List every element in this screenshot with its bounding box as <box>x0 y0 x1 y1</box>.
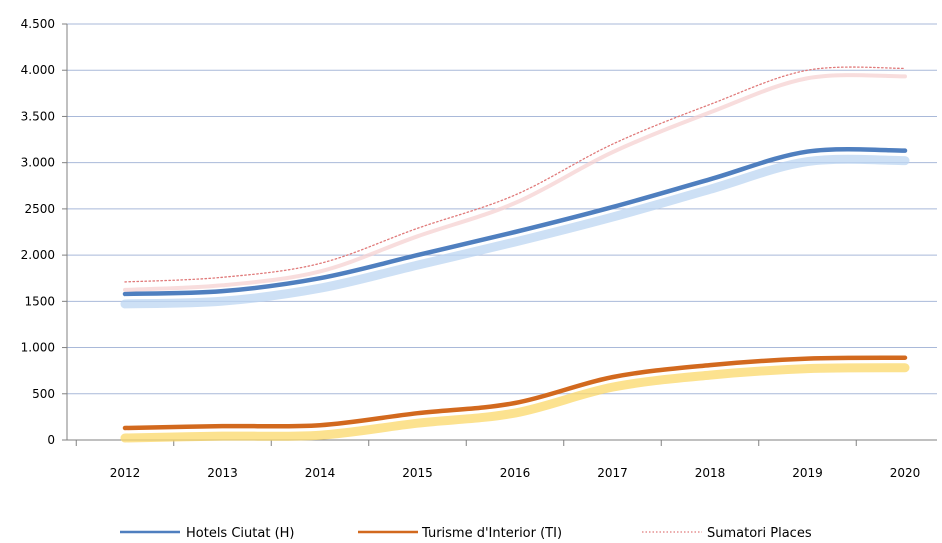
x-tick-label: 2013 <box>207 466 238 480</box>
y-tick-label: 1500 <box>24 294 55 308</box>
x-tick-label: 2017 <box>597 466 628 480</box>
grid-lines <box>62 23 937 441</box>
y-tick-label: 3.000 <box>21 156 55 170</box>
x-tick-label: 2018 <box>695 466 726 480</box>
series-shadow-sumatori-places <box>123 73 907 292</box>
x-tick-label: 2015 <box>402 466 433 480</box>
y-tick-label: 3.500 <box>21 109 55 123</box>
legend: Hotels Ciutat (H) Turisme d'Interior (TI)… <box>120 526 812 541</box>
legend-label: Turisme d'Interior (TI) <box>421 526 562 541</box>
y-tick-label: 1.000 <box>21 341 55 355</box>
legend-label: Sumatori Places <box>707 526 812 541</box>
y-tick-label: 4.500 <box>21 17 55 31</box>
x-tick-labels: 2012 2013 2014 2015 2016 2017 2018 2019 2020 <box>110 466 921 480</box>
legend-label: Hotels Ciutat (H) <box>186 526 294 541</box>
x-tick-label: 2016 <box>500 466 531 480</box>
series-shadow-hotels-ciutat-h <box>120 154 910 309</box>
x-tick-label: 2014 <box>305 466 336 480</box>
series-line-hotels-ciutat-h <box>122 146 908 297</box>
y-tick-label: 2.000 <box>21 248 55 262</box>
y-tick-labels: 0 500 1.000 1500 2.000 2500 3.000 3.500 4.000 4.5… <box>21 17 55 447</box>
series-line-turisme-d-interior-ti <box>122 355 908 431</box>
y-tick-label: 500 <box>32 387 55 401</box>
y-tick-label: 0 <box>47 433 55 447</box>
x-tick-label: 2020 <box>890 466 921 480</box>
y-tick-label: 2500 <box>24 202 55 216</box>
x-tick-label: 2019 <box>792 466 823 480</box>
series-line-sumatori-places <box>124 66 906 283</box>
series-lines <box>120 66 910 443</box>
y-tick-label: 4.000 <box>21 63 55 77</box>
series-shadow-turisme-d-interior-ti <box>120 363 910 443</box>
x-tick-label: 2012 <box>110 466 141 480</box>
